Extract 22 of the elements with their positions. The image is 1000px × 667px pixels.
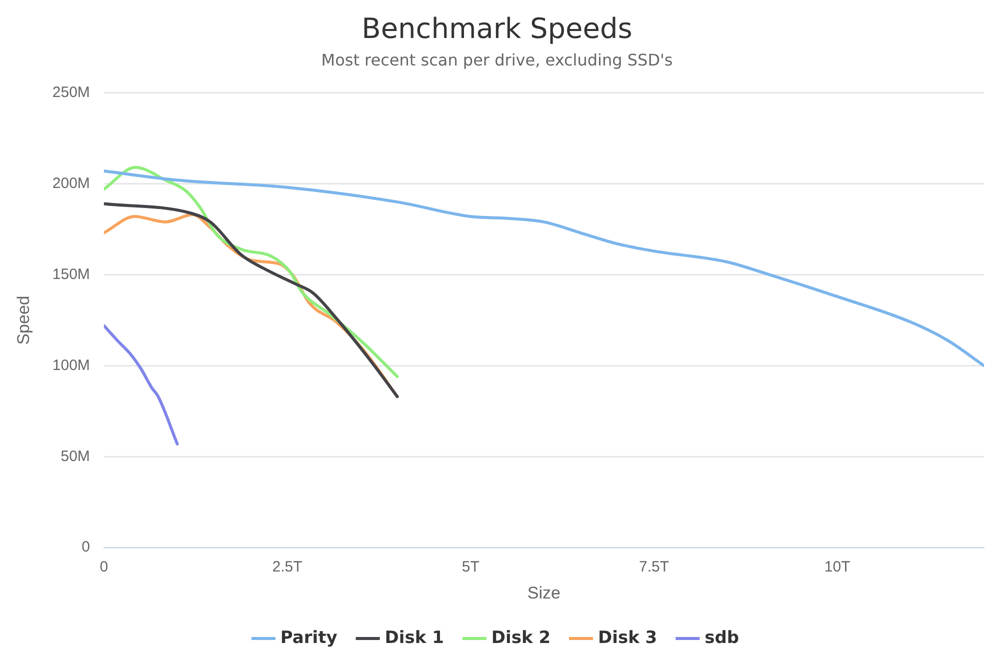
y-tick-label: 200M [52, 174, 90, 192]
line-series [104, 324, 179, 446]
x-tick-label: 10T [824, 558, 850, 576]
legend-label: Disk 1 [384, 628, 444, 648]
y-tick-label: 0 [82, 538, 90, 556]
line-series [104, 170, 984, 368]
chart-subtitle: Most recent scan per drive, excluding SSD's [321, 50, 673, 70]
legend-label: Disk 2 [491, 628, 551, 648]
legend-label: Parity [280, 628, 338, 648]
y-tick-label: 250M [52, 84, 90, 101]
y-tick-label: 150M [52, 266, 90, 283]
legend-label: sdb [704, 628, 740, 648]
x-tick-label: 0 [100, 558, 108, 576]
x-tick-label: 2.5T [272, 558, 302, 576]
legend-label: Disk 3 [598, 628, 658, 648]
y-tick-label: 100M [52, 356, 90, 374]
x-tick-label: 5T [462, 558, 480, 576]
chart-title: Benchmark Speeds [362, 12, 632, 46]
x-tick-label: 7.5T [638, 558, 669, 576]
x-axis-title: Size [527, 583, 560, 602]
y-tick-label: 50M [60, 448, 90, 465]
y-axis-title: Speed [14, 296, 33, 345]
